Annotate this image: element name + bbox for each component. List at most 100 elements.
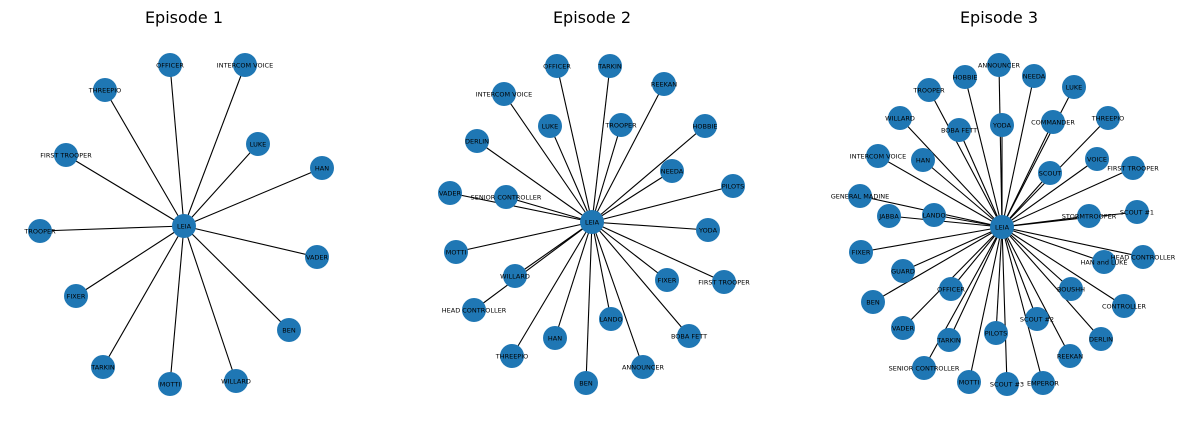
node-label: SCOUT #1 [1120, 209, 1154, 217]
node-label: FIRST TROOPER [698, 279, 750, 287]
node [277, 318, 301, 342]
node-label: THREEPIO [495, 353, 529, 361]
node-label: THREEPIO [1091, 115, 1125, 123]
node [917, 78, 941, 102]
node-label: NEEDA [1023, 73, 1046, 81]
edge [183, 64, 246, 227]
edge [1001, 86, 1075, 228]
edge [591, 221, 644, 368]
node-label: REEKAN [1057, 353, 1083, 361]
node-label: WILLARD [221, 378, 251, 386]
node-label: THREEPIO [88, 87, 122, 95]
node-label: LUKE [250, 141, 266, 149]
node-label: VADER [439, 190, 462, 198]
node-label: TARKIN [90, 364, 115, 372]
node [655, 268, 679, 292]
node-label: VADER [306, 254, 329, 262]
edge [888, 215, 1003, 228]
node-label: DERLIN [1089, 336, 1113, 344]
node [28, 219, 52, 243]
node [1121, 156, 1145, 180]
node [462, 298, 486, 322]
node [609, 113, 633, 137]
edge [923, 226, 1003, 369]
node-label: HAN [548, 335, 562, 343]
node [947, 118, 971, 142]
node-label: OFFICER [937, 286, 965, 294]
node-label: JABBA [878, 213, 899, 221]
edge [1001, 226, 1071, 357]
center-node [990, 215, 1014, 239]
edge [591, 221, 690, 337]
node [912, 356, 936, 380]
edge [102, 225, 185, 368]
edge [1001, 226, 1072, 290]
node-label: DERLIN [465, 138, 489, 146]
node [545, 54, 569, 78]
edge [591, 65, 611, 223]
edge [948, 226, 1003, 341]
node-label: MOTTI [959, 379, 980, 387]
node [54, 143, 78, 167]
graph-title: Episode 3 [959, 8, 1039, 27]
node [891, 316, 915, 340]
node-label: FIRST TROOPER [1107, 165, 1159, 173]
node [888, 106, 912, 130]
node-label: TARKIN [936, 337, 961, 345]
edge [591, 170, 673, 223]
panel-episode-2: Episode 2 OFFICER TARKIN REEKAN INTERCOM VO… [408, 0, 776, 427]
edge [1001, 172, 1051, 228]
node [1062, 75, 1086, 99]
edge [877, 155, 1003, 228]
node [1038, 161, 1062, 185]
edge [183, 225, 237, 382]
node-label: VOICE [1087, 156, 1107, 164]
node [848, 184, 872, 208]
edge [928, 89, 1003, 228]
node-label: BEN [579, 380, 593, 388]
node [1112, 294, 1136, 318]
node-label: HEAD CONTROLLER [1111, 254, 1176, 262]
node-label: REEKAN [651, 81, 677, 89]
node-label: OFFICER [543, 63, 571, 71]
node [849, 240, 873, 264]
node [1031, 371, 1055, 395]
node-label: FIRST TROOPER [40, 152, 92, 160]
node [1058, 344, 1082, 368]
node [91, 355, 115, 379]
node [1077, 204, 1101, 228]
node-label: LANDO [922, 212, 945, 220]
node [158, 53, 182, 77]
node [677, 324, 701, 348]
edge [476, 140, 593, 223]
edge [1001, 226, 1044, 384]
node-label: BOBA FETT [941, 127, 977, 135]
node-label: FIXER [658, 277, 677, 285]
node [1089, 327, 1113, 351]
node [598, 54, 622, 78]
node-label: SENIOR CONTROLLER [889, 365, 960, 373]
edge [968, 226, 1003, 383]
edge [860, 226, 1003, 253]
graph-title: Episode 1 [144, 8, 224, 27]
center-node [172, 214, 196, 238]
node-label: HEAD CONTROLLER [442, 307, 507, 315]
node [1041, 110, 1065, 134]
edge [950, 226, 1003, 290]
edge [591, 124, 622, 223]
panel-episode-3: Episode 3 ANNOUNCER HOBBIE NEEDA TROOPER LUK… [816, 0, 1182, 427]
node [939, 277, 963, 301]
node [631, 355, 655, 379]
edge [169, 225, 185, 385]
node-label: FIXER [852, 249, 871, 257]
edge [65, 154, 185, 227]
node [995, 372, 1019, 396]
node [1125, 200, 1149, 224]
edge [183, 225, 290, 331]
node-label: SCOUT #3 [990, 381, 1024, 389]
node [1022, 64, 1046, 88]
edge [964, 76, 1003, 228]
node-label: HAN and LUKE [1081, 259, 1128, 267]
edge [1001, 226, 1038, 320]
